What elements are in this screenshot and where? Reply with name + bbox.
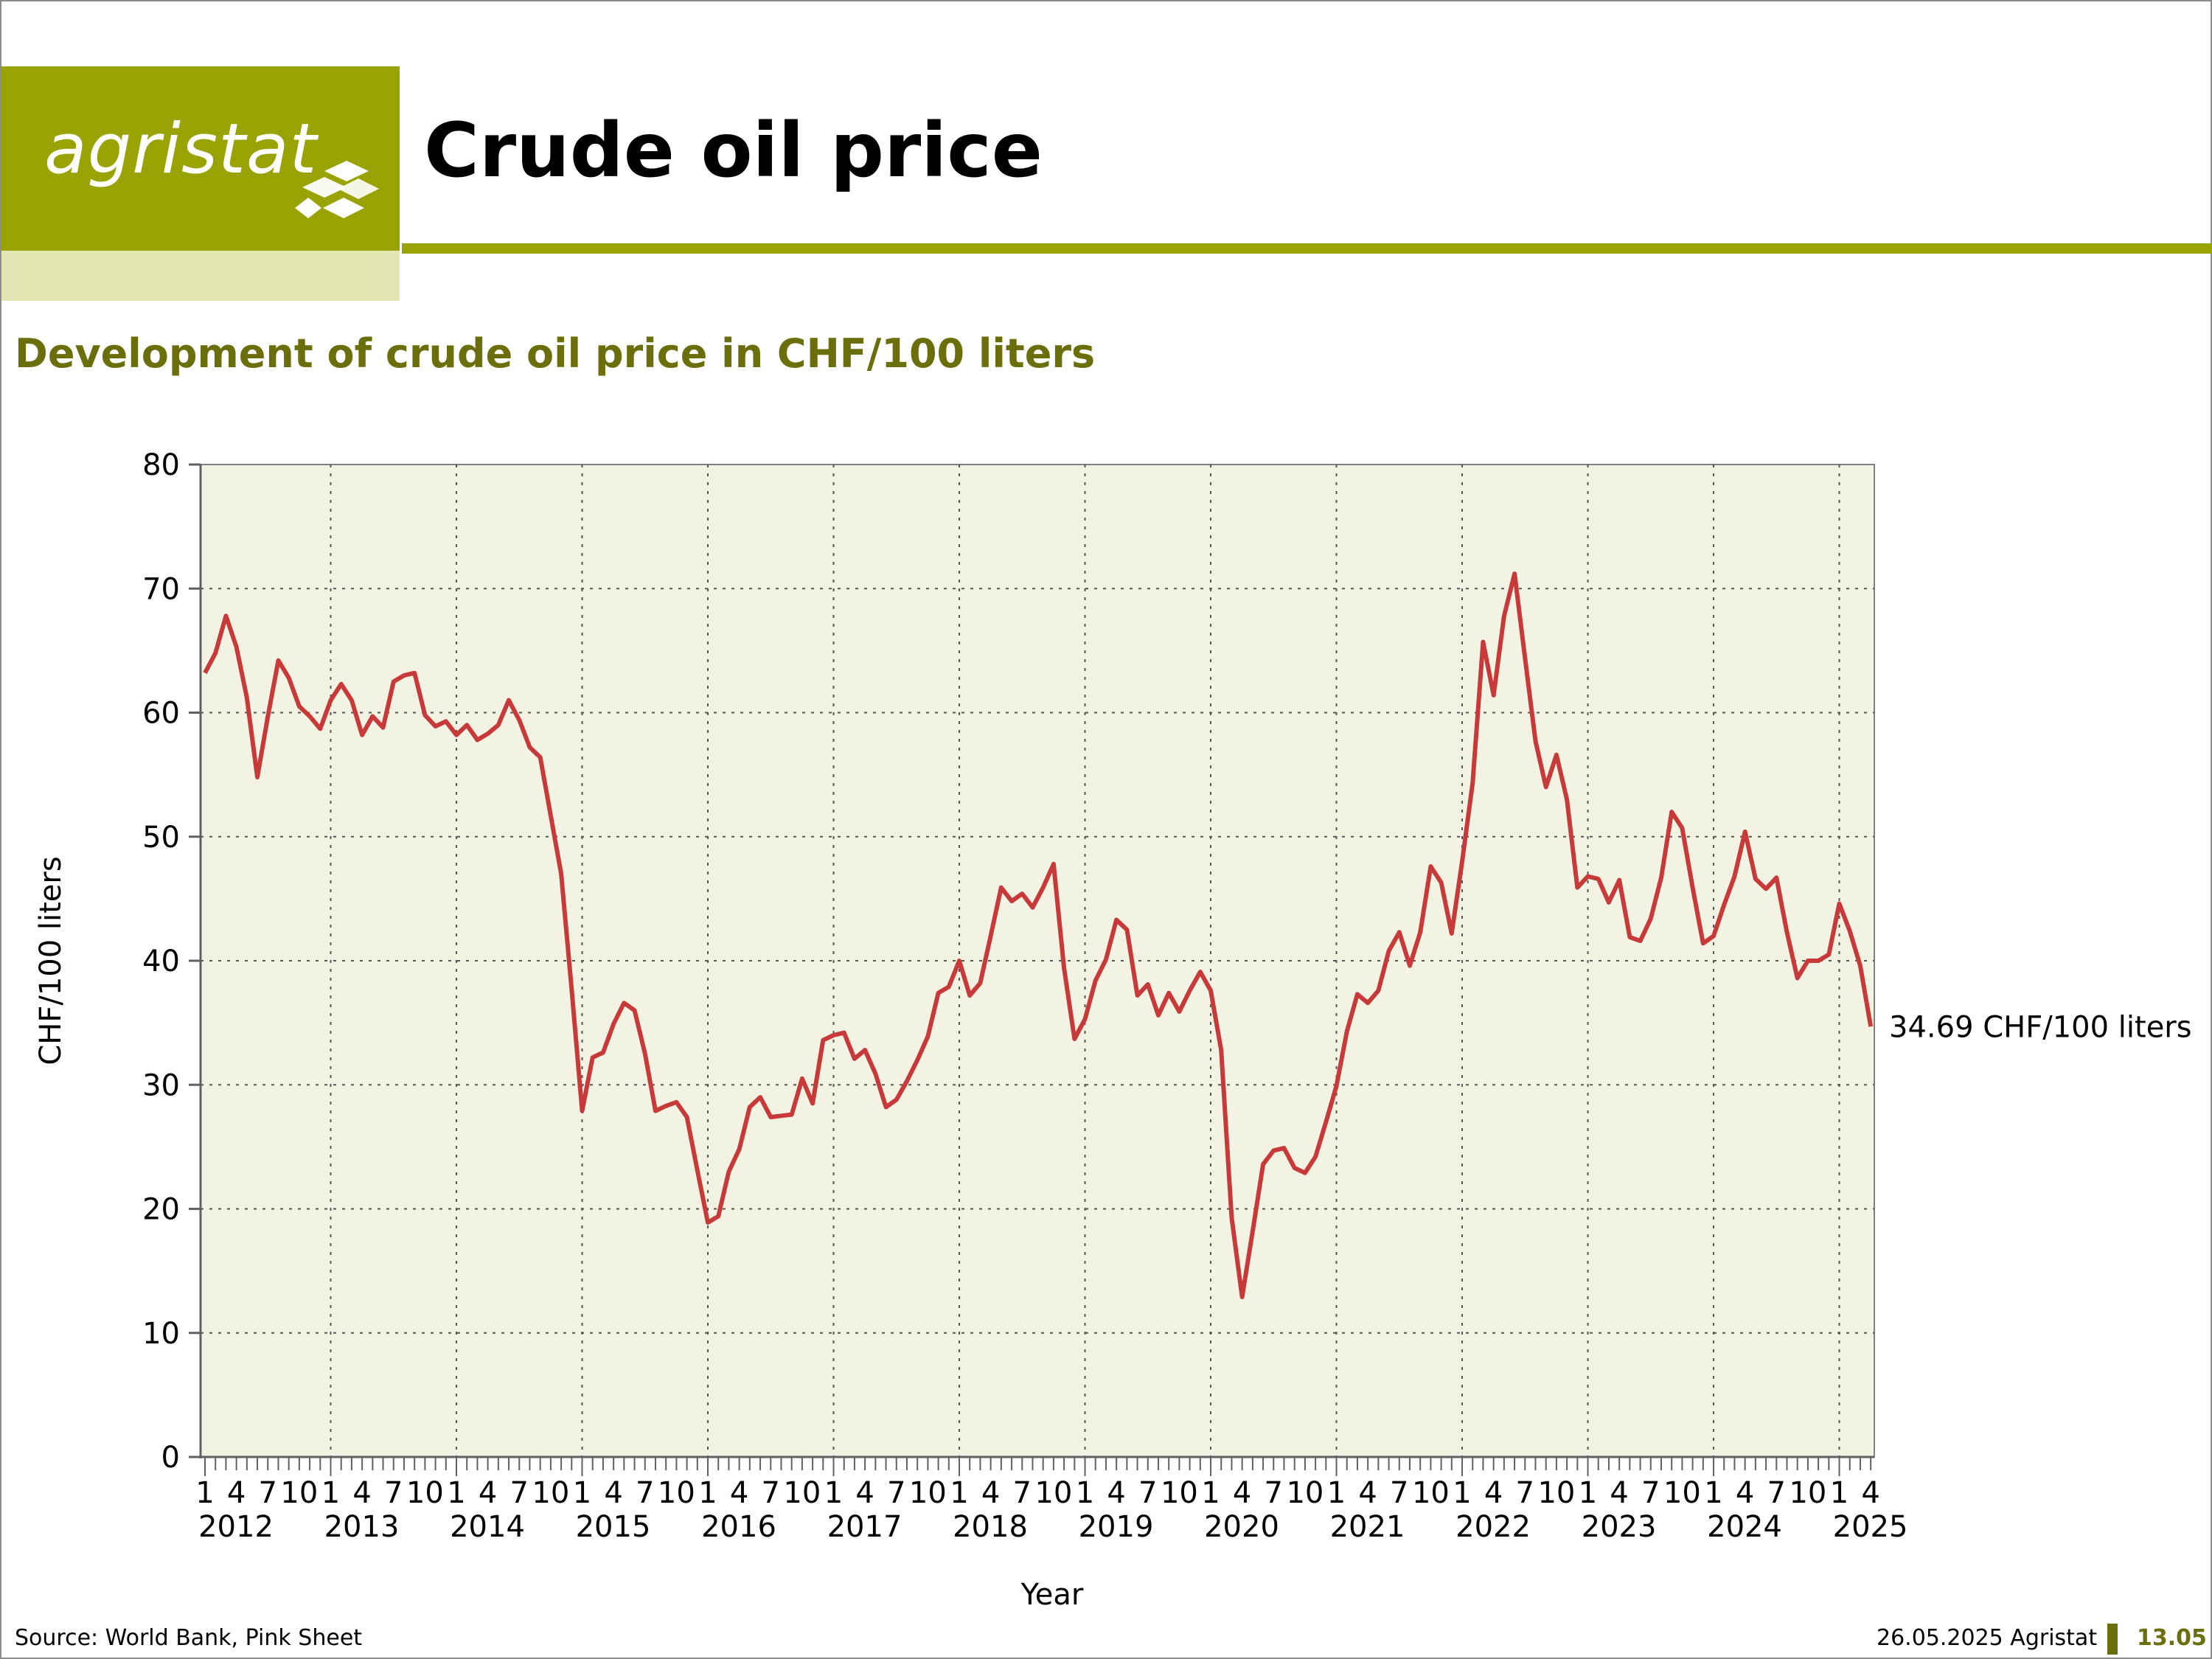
- x-month-label: 7: [1516, 1476, 1534, 1510]
- y-tick-label: 40: [142, 945, 180, 978]
- x-month-label: 7: [762, 1476, 780, 1510]
- source-note: Source: World Bank, Pink Sheet: [15, 1625, 363, 1651]
- x-year-label: 2014: [450, 1510, 525, 1544]
- x-month-label: 4: [227, 1476, 246, 1510]
- x-month-label: 1: [1704, 1476, 1722, 1510]
- x-year-label: 2012: [198, 1510, 274, 1544]
- x-month-label: 1: [447, 1476, 465, 1510]
- x-year-label: 2013: [324, 1510, 400, 1544]
- x-month-label: 10: [658, 1476, 695, 1510]
- x-month-label: 7: [1390, 1476, 1408, 1510]
- x-month-label: 1: [698, 1476, 717, 1510]
- y-tick-label: 80: [142, 448, 180, 482]
- y-axis-label: CHF/100 liters: [34, 856, 68, 1065]
- x-month-label: 1: [950, 1476, 968, 1510]
- x-year-label: 2022: [1455, 1510, 1531, 1544]
- y-tick-label: 70: [142, 572, 180, 606]
- y-tick-label: 0: [161, 1441, 180, 1475]
- x-month-label: 10: [1537, 1476, 1575, 1510]
- x-tick-labels: 1 4 7 10 1 4 7 10 1 4 7 10 1 4 7 10 1 4 7 10 1 4 7 10 1 4 7 10 1 4 7 10…: [195, 1476, 1907, 1544]
- x-year-label: 2017: [827, 1510, 902, 1544]
- x-month-label: 4: [1358, 1476, 1377, 1510]
- x-month-label: 10: [1286, 1476, 1324, 1510]
- logo-text: agristat: [44, 109, 318, 189]
- x-year-label: 2021: [1330, 1510, 1405, 1544]
- x-year-label: 2015: [576, 1510, 651, 1544]
- title-underline: [402, 243, 2212, 254]
- x-year-label: 2018: [953, 1510, 1028, 1544]
- footer-accent-bar: [2107, 1624, 2118, 1655]
- x-month-label: 7: [1767, 1476, 1786, 1510]
- x-month-label: 7: [259, 1476, 277, 1510]
- last-value-label: 34.69 CHF/100 liters: [1889, 1010, 2192, 1044]
- x-year-label: 2016: [701, 1510, 776, 1544]
- x-month-label: 4: [855, 1476, 874, 1510]
- x-month-label: 7: [1641, 1476, 1660, 1510]
- x-month-label: 7: [384, 1476, 403, 1510]
- x-year-label: 2024: [1707, 1510, 1782, 1544]
- x-month-label: 1: [1076, 1476, 1094, 1510]
- x-month-label: 10: [1034, 1476, 1072, 1510]
- x-month-label: 4: [1736, 1476, 1754, 1510]
- x-month-label: 7: [510, 1476, 529, 1510]
- x-month-label: 4: [981, 1476, 1000, 1510]
- x-month-label: 4: [604, 1476, 622, 1510]
- x-month-label: 7: [636, 1476, 654, 1510]
- x-month-label: 1: [321, 1476, 340, 1510]
- price-series-line: [203, 571, 1874, 1299]
- x-year-label: 2023: [1582, 1510, 1657, 1544]
- x-month-label: 4: [1610, 1476, 1628, 1510]
- x-month-label: 7: [1138, 1476, 1157, 1510]
- page-title: Crude oil price: [424, 107, 1043, 195]
- x-month-label: 10: [1161, 1476, 1198, 1510]
- x-month-label: 4: [1107, 1476, 1125, 1510]
- x-month-label: 10: [1789, 1476, 1826, 1510]
- plot-area: [200, 464, 1875, 1458]
- y-tick-label: 30: [142, 1068, 180, 1102]
- x-month-label: 7: [1013, 1476, 1032, 1510]
- x-month-label: 7: [887, 1476, 905, 1510]
- x-month-label: 4: [352, 1476, 371, 1510]
- x-month-label: 1: [1453, 1476, 1471, 1510]
- logo-underbar: [1, 251, 400, 301]
- x-year-label: 2025: [1833, 1510, 1908, 1544]
- x-month-label: 4: [730, 1476, 748, 1510]
- x-month-label: 4: [1861, 1476, 1879, 1510]
- x-month-label: 4: [1233, 1476, 1251, 1510]
- x-month-label: 1: [1327, 1476, 1346, 1510]
- chart-subtitle: Development of crude oil price in CHF/10…: [15, 330, 1096, 377]
- x-month-label: 10: [783, 1476, 821, 1510]
- x-axis-label: Year: [1020, 1578, 1084, 1607]
- x-month-label: 1: [824, 1476, 843, 1510]
- axes: [189, 463, 1874, 1476]
- x-month-label: 10: [909, 1476, 947, 1510]
- y-tick-label: 50: [142, 821, 180, 855]
- x-year-label: 2019: [1079, 1510, 1154, 1544]
- x-month-label: 4: [1484, 1476, 1503, 1510]
- x-month-label: 10: [280, 1476, 318, 1510]
- x-month-label: 4: [479, 1476, 497, 1510]
- x-month-label: 10: [532, 1476, 569, 1510]
- slide-number: 13.05: [2137, 1625, 2207, 1651]
- logo-block: [1, 66, 400, 251]
- y-tick-labels: 0 10 20 30 40 50 60 70 80: [142, 448, 180, 1475]
- x-month-label: 1: [1830, 1476, 1848, 1510]
- x-month-label: 10: [406, 1476, 444, 1510]
- x-month-label: 1: [195, 1476, 214, 1510]
- x-month-label: 1: [573, 1476, 591, 1510]
- footer-date: 26.05.2025 Agristat: [1877, 1625, 2098, 1651]
- x-year-label: 2020: [1204, 1510, 1279, 1544]
- logo-diamond-icon: [295, 161, 379, 218]
- y-tick-label: 10: [142, 1317, 180, 1351]
- y-tick-label: 60: [142, 697, 180, 731]
- y-tick-label: 20: [142, 1193, 180, 1227]
- x-month-label: 1: [1579, 1476, 1597, 1510]
- x-month-label: 10: [1412, 1476, 1450, 1510]
- x-month-label: 10: [1663, 1476, 1701, 1510]
- x-month-label: 7: [1265, 1476, 1283, 1510]
- x-month-label: 1: [1201, 1476, 1220, 1510]
